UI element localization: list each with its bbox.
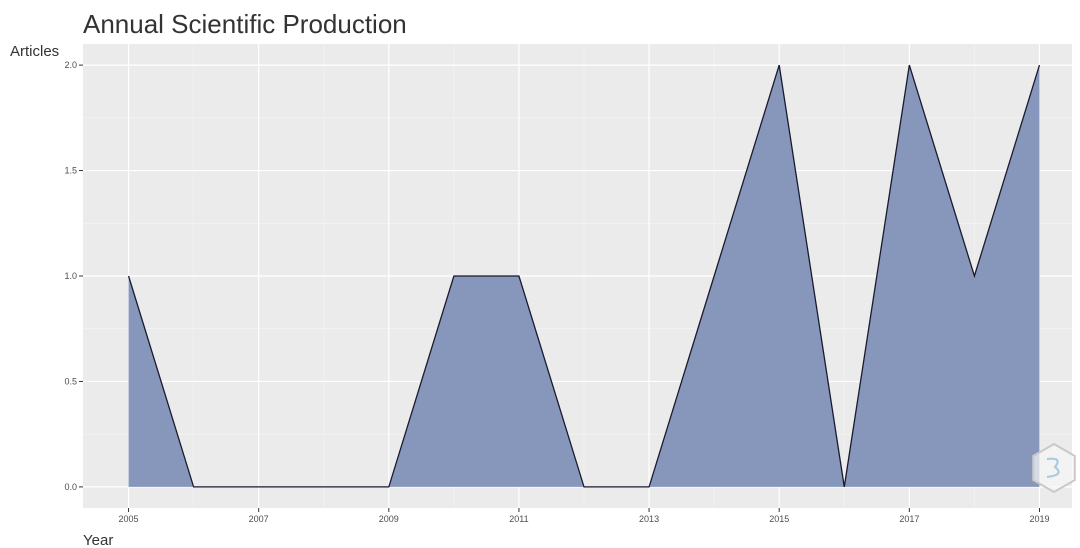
x-axis-ticks: 2005 2007 2009 2011 2013 2015 2017 2019 xyxy=(119,508,1049,524)
x-tick-label: 2005 xyxy=(119,514,139,524)
x-tick-label: 2011 xyxy=(509,514,528,524)
y-axis-title: Articles xyxy=(10,43,59,60)
y-axis-ticks: 0.0 0.5 1.0 1.5 2.0 xyxy=(64,60,83,492)
x-tick-label: 2013 xyxy=(639,514,659,524)
bibliometrix-logo-icon xyxy=(1032,442,1076,494)
chart-title: Annual Scientific Production xyxy=(83,9,407,39)
x-tick-label: 2007 xyxy=(249,514,269,524)
area-fill xyxy=(128,65,1040,487)
y-tick-label: 2.0 xyxy=(64,60,77,70)
series-line xyxy=(127,64,1041,488)
x-axis-title: Year xyxy=(83,532,113,548)
x-tick-label: 2017 xyxy=(899,514,919,524)
series-area xyxy=(127,64,1041,488)
x-tick-label: 2015 xyxy=(769,514,789,524)
y-tick-label: 1.0 xyxy=(64,271,77,281)
y-tick-label: 1.5 xyxy=(64,166,77,176)
y-tick-label: 0.0 xyxy=(64,482,77,492)
logo-hexagon xyxy=(1032,442,1076,494)
x-tick-label: 2019 xyxy=(1029,514,1049,524)
x-tick-label: 2009 xyxy=(379,514,399,524)
y-tick-label: 0.5 xyxy=(64,376,77,386)
logo-glyph xyxy=(1046,457,1060,479)
